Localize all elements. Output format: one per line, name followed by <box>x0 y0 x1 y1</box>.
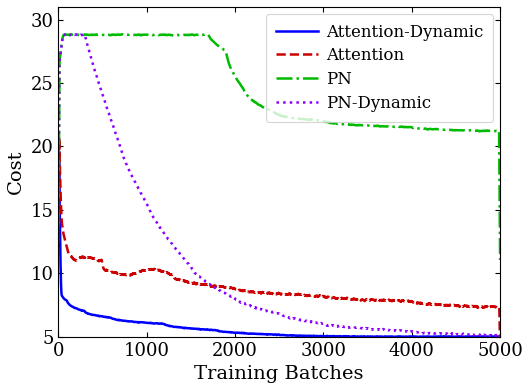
Line: PN-Dynamic: PN-Dynamic <box>58 34 500 364</box>
PN-Dynamic <box>320 321 326 326</box>
X-axis label: Training Batches: Training Batches <box>195 365 364 383</box>
Attention <box>385 298 391 303</box>
Attention-Dynamic <box>55 249 61 254</box>
PN <box>119 32 126 37</box>
Attention-Dynamic <box>56 149 62 154</box>
PN-Dynamic <box>224 292 231 296</box>
Attention-Dynamic <box>497 364 504 369</box>
Attention <box>342 296 349 301</box>
Attention-Dynamic <box>342 334 349 339</box>
Attention-Dynamic <box>136 320 142 324</box>
PN-Dynamic <box>136 186 142 191</box>
PN <box>497 258 504 262</box>
PN <box>342 122 349 126</box>
Legend: Attention-Dynamic, Attention, PN, PN-Dynamic: Attention-Dynamic, Attention, PN, PN-Dyn… <box>266 14 493 122</box>
Line: Attention: Attention <box>58 138 500 349</box>
Attention <box>497 347 504 351</box>
PN <box>136 32 142 37</box>
PN-Dynamic <box>70 32 77 37</box>
PN <box>385 124 391 129</box>
Line: Attention-Dynamic: Attention-Dynamic <box>58 152 500 366</box>
PN-Dynamic <box>342 324 349 329</box>
PN-Dynamic <box>419 331 425 335</box>
PN <box>55 223 61 228</box>
Line: PN: PN <box>58 34 500 260</box>
PN <box>320 119 326 124</box>
Attention <box>320 294 326 299</box>
PN-Dynamic <box>55 231 61 236</box>
Attention-Dynamic <box>419 334 425 339</box>
Attention <box>419 301 425 306</box>
PN <box>224 55 231 60</box>
Attention-Dynamic <box>224 330 231 334</box>
Attention-Dynamic <box>385 334 391 339</box>
PN-Dynamic <box>497 362 504 367</box>
Y-axis label: Cost: Cost <box>7 149 25 194</box>
Attention <box>224 285 231 290</box>
Attention <box>136 269 142 274</box>
Attention <box>55 254 61 259</box>
PN <box>419 126 425 131</box>
PN-Dynamic <box>385 328 391 333</box>
Attention <box>56 136 63 140</box>
Attention-Dynamic <box>320 334 326 339</box>
